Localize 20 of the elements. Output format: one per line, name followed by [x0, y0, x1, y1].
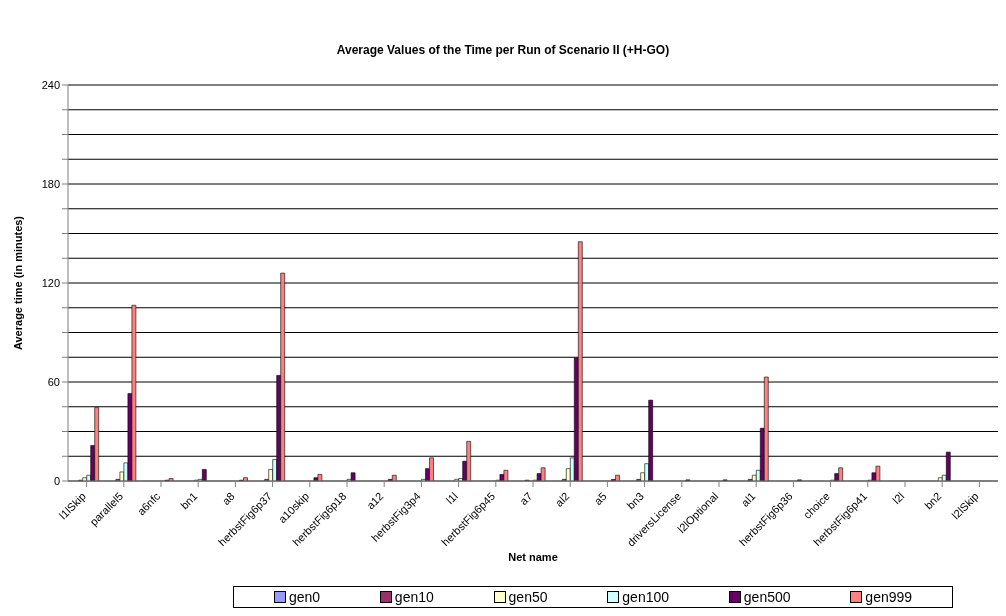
legend-label: gen0	[287, 589, 321, 605]
x-tick-label: bn1	[178, 489, 200, 512]
x-tick-label: al2	[552, 489, 572, 509]
y-tick-label: 180	[41, 177, 60, 190]
legend-label: gen100	[621, 589, 670, 605]
y-tick-label: 240	[41, 78, 60, 91]
y-tick-label: 60	[47, 375, 60, 388]
y-tick-label: 120	[41, 276, 60, 289]
x-tick-label: a7	[517, 489, 535, 508]
legend-label: gen10	[393, 589, 434, 605]
legend-label: gen500	[742, 589, 791, 605]
legend-label: gen999	[864, 589, 913, 605]
x-tick-label: a5	[591, 489, 609, 508]
chart-title: Average Values of the Time per Run of Scenario II (+H-GO)	[335, 42, 671, 59]
x-axis-title: Net name	[508, 551, 558, 563]
y-tick-label: 0	[53, 474, 60, 487]
y-axis-title: Average time (in minutes)	[11, 215, 24, 351]
legend-label: gen50	[507, 589, 548, 605]
x-tick-label: bn2	[922, 489, 944, 512]
x-tick-label: l2l	[890, 489, 907, 507]
